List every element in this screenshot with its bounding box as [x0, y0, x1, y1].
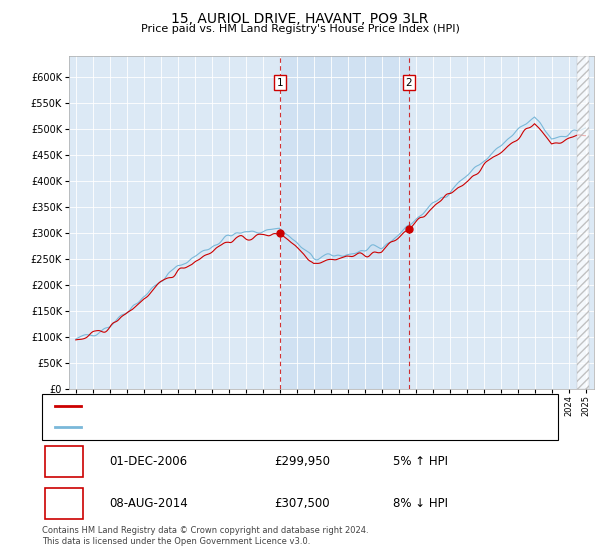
Text: 08-AUG-2014: 08-AUG-2014 — [109, 497, 188, 510]
Text: 2: 2 — [406, 78, 412, 88]
Text: 01-DEC-2006: 01-DEC-2006 — [109, 455, 187, 468]
Text: 5% ↑ HPI: 5% ↑ HPI — [393, 455, 448, 468]
Text: 15, AURIOL DRIVE, HAVANT, PO9 3LR (detached house): 15, AURIOL DRIVE, HAVANT, PO9 3LR (detac… — [86, 401, 373, 411]
Text: 8% ↓ HPI: 8% ↓ HPI — [393, 497, 448, 510]
Text: 2: 2 — [60, 497, 67, 510]
Text: £299,950: £299,950 — [274, 455, 330, 468]
Text: £307,500: £307,500 — [274, 497, 330, 510]
Text: Contains HM Land Registry data © Crown copyright and database right 2024.
This d: Contains HM Land Registry data © Crown c… — [42, 526, 368, 546]
Text: 1: 1 — [60, 455, 67, 468]
Text: Price paid vs. HM Land Registry's House Price Index (HPI): Price paid vs. HM Land Registry's House … — [140, 24, 460, 34]
Text: 1: 1 — [277, 78, 283, 88]
Text: HPI: Average price, detached house, Havant: HPI: Average price, detached house, Hava… — [86, 422, 316, 432]
FancyBboxPatch shape — [44, 488, 83, 519]
Polygon shape — [577, 56, 589, 389]
FancyBboxPatch shape — [44, 446, 83, 477]
Text: 15, AURIOL DRIVE, HAVANT, PO9 3LR: 15, AURIOL DRIVE, HAVANT, PO9 3LR — [172, 12, 428, 26]
FancyBboxPatch shape — [42, 394, 558, 440]
Bar — [280, 56, 409, 389]
